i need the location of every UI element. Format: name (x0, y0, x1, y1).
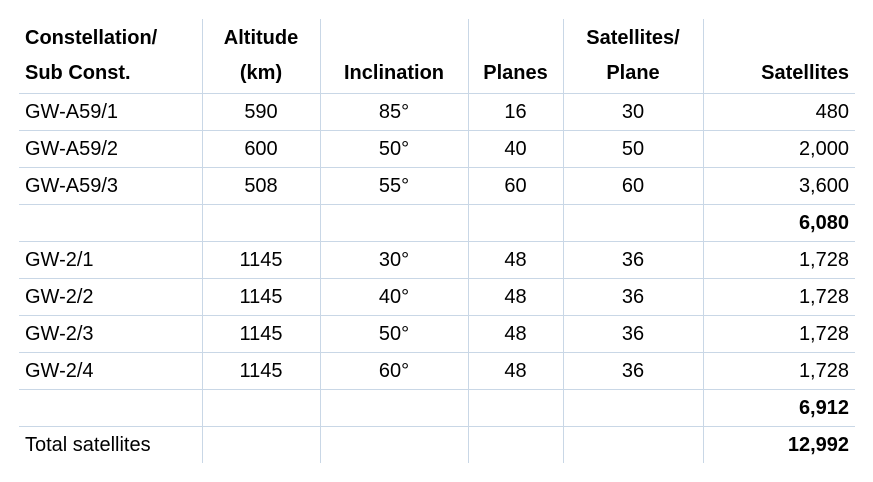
cell-satellites: 1,728 (702, 352, 855, 390)
cell-inclination: 40° (319, 278, 469, 316)
cell-satellites: 1,728 (702, 315, 855, 353)
table-row: GW-A59/1 590 85° 16 30 480 (19, 93, 855, 131)
header-altitude-line2: (km) (239, 62, 283, 84)
cell-inclination: 50° (319, 315, 469, 353)
cell-constellation (19, 389, 203, 427)
cell-per-plane: 60 (562, 167, 704, 205)
cell-subtotal: 6,080 (702, 204, 855, 242)
cell-per-plane: 36 (562, 315, 704, 353)
cell-inclination (319, 204, 469, 242)
cell-planes: 40 (467, 130, 564, 168)
cell-inclination: 50° (319, 130, 469, 168)
cell-inclination: 30° (319, 241, 469, 279)
cell-inclination: 85° (319, 93, 469, 131)
header-per-plane-line1: Satellites/ (586, 27, 680, 49)
cell-altitude (201, 389, 321, 427)
cell-altitude: 508 (201, 167, 321, 205)
cell-constellation (19, 204, 203, 242)
header-satellites-per-plane: Satellites/ Plane (562, 19, 704, 94)
cell-per-plane (562, 204, 704, 242)
cell-inclination (319, 426, 469, 463)
cell-satellites: 480 (702, 93, 855, 131)
cell-inclination: 55° (319, 167, 469, 205)
cell-altitude: 1145 (201, 315, 321, 353)
cell-satellites: 2,000 (702, 130, 855, 168)
cell-satellites: 3,600 (702, 167, 855, 205)
cell-satellites: 1,728 (702, 278, 855, 316)
header-per-plane-line2: Plane (606, 62, 660, 84)
cell-planes: 48 (467, 278, 564, 316)
cell-planes: 60 (467, 167, 564, 205)
cell-altitude (201, 426, 321, 463)
header-satellites: Satellites (702, 19, 855, 94)
cell-constellation: GW-2/1 (19, 241, 203, 279)
subtotal-row: 6,080 (19, 204, 855, 242)
table-row: GW-2/2 1145 40° 48 36 1,728 (19, 278, 855, 316)
cell-per-plane: 36 (562, 278, 704, 316)
cell-constellation: GW-A59/1 (19, 93, 203, 131)
header-constellation: Constellation/ Sub Const. (19, 19, 203, 94)
cell-planes: 48 (467, 315, 564, 353)
header-constellation-line1: Constellation/ (25, 27, 158, 49)
cell-altitude (201, 204, 321, 242)
cell-altitude: 1145 (201, 278, 321, 316)
cell-constellation: GW-2/4 (19, 352, 203, 390)
table-row: GW-2/3 1145 50° 48 36 1,728 (19, 315, 855, 353)
cell-altitude: 590 (201, 93, 321, 131)
satellite-constellation-table: Constellation/ Sub Const. Altitude (km) … (19, 19, 855, 463)
cell-altitude: 1145 (201, 241, 321, 279)
cell-per-plane (562, 426, 704, 463)
cell-planes: 16 (467, 93, 564, 131)
table-row: GW-A59/3 508 55° 60 60 3,600 (19, 167, 855, 205)
header-inclination: Inclination (319, 19, 469, 94)
header-planes: Planes (467, 19, 564, 94)
cell-satellites: 1,728 (702, 241, 855, 279)
cell-constellation: GW-A59/2 (19, 130, 203, 168)
header-row: Constellation/ Sub Const. Altitude (km) … (19, 19, 855, 94)
cell-per-plane: 36 (562, 241, 704, 279)
header-constellation-line2: Sub Const. (25, 62, 131, 84)
cell-constellation: GW-2/2 (19, 278, 203, 316)
cell-planes (467, 426, 564, 463)
cell-planes (467, 204, 564, 242)
cell-total-label: Total satellites (19, 426, 203, 463)
header-altitude-line1: Altitude (223, 27, 299, 49)
table-row: GW-A59/2 600 50° 40 50 2,000 (19, 130, 855, 168)
cell-per-plane: 50 (562, 130, 704, 168)
cell-planes: 48 (467, 241, 564, 279)
cell-altitude: 1145 (201, 352, 321, 390)
cell-per-plane: 36 (562, 352, 704, 390)
header-inclination-label: Inclination (344, 62, 444, 84)
header-satellites-label: Satellites (761, 62, 849, 84)
cell-planes: 48 (467, 352, 564, 390)
table-row: GW-2/1 1145 30° 48 36 1,728 (19, 241, 855, 279)
total-row: Total satellites 12,992 (19, 426, 855, 463)
cell-constellation: GW-A59/3 (19, 167, 203, 205)
cell-planes (467, 389, 564, 427)
cell-per-plane (562, 389, 704, 427)
header-planes-label: Planes (483, 62, 548, 84)
cell-altitude: 600 (201, 130, 321, 168)
cell-grand-total: 12,992 (702, 426, 855, 463)
header-altitude: Altitude (km) (201, 19, 321, 94)
cell-constellation: GW-2/3 (19, 315, 203, 353)
table-row: GW-2/4 1145 60° 48 36 1,728 (19, 352, 855, 390)
cell-inclination (319, 389, 469, 427)
subtotal-row: 6,912 (19, 389, 855, 427)
cell-inclination: 60° (319, 352, 469, 390)
cell-per-plane: 30 (562, 93, 704, 131)
cell-subtotal: 6,912 (702, 389, 855, 427)
